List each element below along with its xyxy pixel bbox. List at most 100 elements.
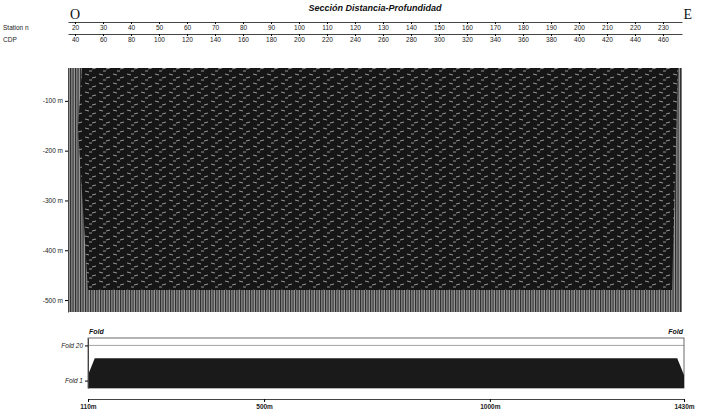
tick-label: 210 [602,24,613,31]
tick: 230 [658,22,669,31]
tick: 360 [518,34,529,43]
axis-line [68,69,69,313]
tick-mark [65,101,68,102]
tick-label: 340 [490,36,501,43]
tick-label: 150 [434,24,445,31]
tick-label: 70 [212,24,220,31]
tick-label: 40 [72,36,80,43]
y-axis: -100 m-200 m-300 m-400 m-500 m [43,69,69,313]
panel-label: Fold [668,328,683,335]
tick: 210 [602,22,613,31]
tick: 40 [128,22,136,31]
tick-label: Fold 1 [65,377,83,384]
tick: 80 [128,34,136,43]
axis-title: CDP [3,36,17,43]
tick-label: 60 [100,36,108,43]
tick: 170 [490,22,501,31]
axis-line [89,399,685,400]
tick: 240 [350,34,361,43]
tick-label: 380 [546,36,557,43]
tick: 200 [294,34,305,43]
grid-line [88,345,684,346]
tick: 190 [546,22,557,31]
tick-label: 110m [80,403,96,410]
tick-label: 320 [462,36,473,43]
tick-label: 400 [574,36,585,43]
tick: 340 [490,34,501,43]
tick: 50 [156,22,164,31]
tick: -500 m [43,297,68,304]
tick-label: 280 [406,36,417,43]
tick-label: 190 [546,24,557,31]
tick-label: 240 [350,36,361,43]
tick: 460 [658,34,669,43]
tick: 20 [72,22,80,31]
tick-label: 130 [378,24,389,31]
tick: 40 [72,34,80,43]
tick-label: 230 [658,24,669,31]
tick-label: 180 [266,36,277,43]
tick: 380 [546,34,557,43]
tick: 100 [154,34,165,43]
tick-label: 200 [574,24,585,31]
tick-mark [65,300,68,301]
tick-label: Fold 20 [61,342,83,349]
tick: -300 m [43,197,68,204]
tick: 300 [434,34,445,43]
tick: 420 [602,34,613,43]
x-axis: 110m500m1000m1430m [80,399,694,410]
tick-label: 60 [184,24,192,31]
tick: 60 [184,22,192,31]
tick-label: 300 [434,36,445,43]
tick-mark [65,200,68,201]
tick-label: 40 [128,24,136,31]
tick: 150 [434,22,445,31]
tick-label: 460 [658,36,669,43]
tick: 70 [212,22,220,31]
tick: 30 [100,22,108,31]
tick-label: 160 [238,36,249,43]
tick: 1000m [480,399,500,410]
tick: 120 [182,34,193,43]
top-axis: 40 60 80 100 120 140 160 180 200 220 240 260 280 300 3… [69,34,683,43]
plot-frame [88,338,684,388]
tick-mark [85,381,88,382]
tick-label: 220 [630,24,641,31]
tick-label: 100 [154,36,165,43]
section-border [68,68,682,312]
tick-label: 180 [518,24,529,31]
tick: -100 m [43,97,68,104]
tick: 180 [266,34,277,43]
tick-label: 140 [210,36,221,43]
direction-label: O [70,7,80,22]
tick-label: 220 [322,36,333,43]
tick: 60 [100,34,108,43]
section-image [68,68,682,312]
tick: Fold 1 [65,377,88,384]
tick: 280 [406,34,417,43]
seismic-traces [78,68,678,290]
panel-label: Fold [89,328,104,335]
tick-label: 200 [294,36,305,43]
tick: 1430m [674,399,694,410]
tick-label: 420 [602,36,613,43]
tick-label: 260 [378,36,389,43]
title: Sección Distancia-Profundidad [308,3,442,13]
axis-line [88,339,89,389]
tick-label: 100 [294,24,305,31]
tick: 220 [630,22,641,31]
tick: 220 [322,34,333,43]
tick-label: 360 [518,36,529,43]
tick: 200 [574,22,585,31]
tick-label: 170 [490,24,501,31]
tick-mark [65,151,68,152]
tick-label: -300 m [43,197,63,204]
tick-label: 440 [630,36,641,43]
tick-label: 120 [350,24,361,31]
tick: 120 [350,22,361,31]
tick: 130 [378,22,389,31]
tick: 440 [630,34,641,43]
tick-label: 160 [462,24,473,31]
tick-label: 120 [182,36,193,43]
tick-label: 110 [322,24,333,31]
